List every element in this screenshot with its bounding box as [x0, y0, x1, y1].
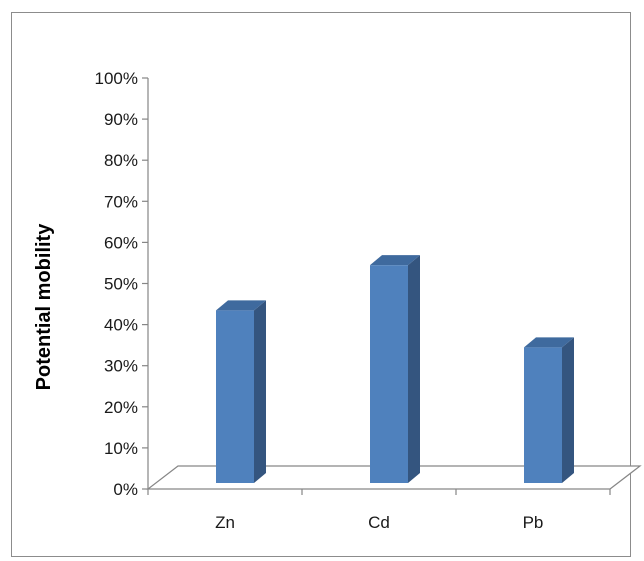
bar-front [216, 310, 254, 483]
bar-top [216, 300, 266, 311]
x-category-label: Zn [215, 513, 235, 532]
y-tick-label: 20% [104, 398, 138, 417]
bar-pb [524, 337, 574, 483]
x-category-label: Cd [368, 513, 390, 532]
y-tick-label: 30% [104, 357, 138, 376]
bar-front [370, 265, 408, 483]
bar-side [408, 255, 420, 483]
y-tick-label: 70% [104, 192, 138, 211]
bar-front [524, 347, 562, 483]
y-tick-label: 100% [95, 69, 138, 88]
x-axis [147, 489, 611, 495]
y-tick-label: 0% [113, 480, 138, 499]
y-tick-labels: 0% 10% 20% 30% 40% 50% 60% 70% 80% 90% 100% [95, 69, 148, 499]
y-tick-label: 80% [104, 151, 138, 170]
x-category-labels: Zn Cd Pb [215, 513, 543, 532]
x-category-label: Pb [523, 513, 544, 532]
y-axis-label: Potential mobility [33, 223, 55, 391]
y-tick-label: 50% [104, 275, 138, 294]
bar-top [370, 255, 420, 266]
bar-cd [370, 255, 420, 483]
y-tick-label: 10% [104, 439, 138, 458]
bar-side [562, 337, 574, 483]
bar-top [524, 337, 574, 348]
bar-side [254, 300, 266, 483]
y-tick-label: 60% [104, 233, 138, 252]
bar-zn [216, 300, 266, 483]
y-tick-label: 40% [104, 316, 138, 335]
bars [216, 255, 574, 483]
y-tick-label: 90% [104, 110, 138, 129]
